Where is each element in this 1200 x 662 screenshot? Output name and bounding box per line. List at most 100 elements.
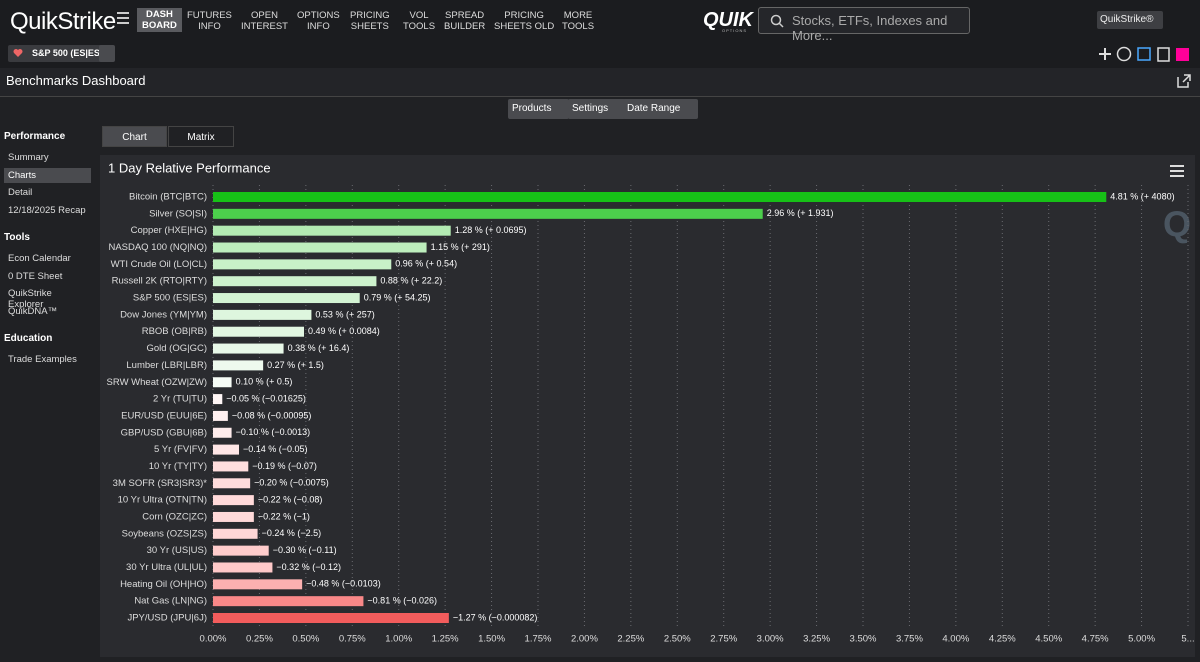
nav-item-line: OPEN (251, 10, 278, 21)
nav-item-line: TOOLS (562, 21, 595, 32)
nav-item-line: BUILDER (444, 21, 486, 32)
nav-item[interactable]: FUTURES INFO (187, 10, 232, 32)
data-label: −0.19 % (−0.07) (252, 461, 317, 471)
x-tick-label: 0.25% (246, 634, 273, 645)
logo[interactable]: QuikStrike (10, 8, 116, 35)
sidebar-heading: Education (4, 333, 53, 344)
y-tick-label: Corn (OZC|ZC) (142, 511, 207, 522)
bar (213, 511, 254, 522)
data-label: −0.48 % (−0.0103) (306, 579, 381, 589)
user-menu[interactable]: QuikStrike® (1097, 11, 1163, 29)
sidebar-item[interactable]: 0 DTE Sheet (8, 270, 63, 282)
bar (213, 562, 273, 573)
heart-icon (13, 49, 23, 57)
nav-item[interactable]: PRICING SHEETS (350, 10, 390, 32)
bar (213, 293, 360, 304)
sidebar-heading: Tools (4, 232, 30, 243)
y-tick-label: Soybeans (OZS|ZS) (122, 528, 207, 539)
toolbar-button[interactable]: Settings (568, 99, 627, 119)
data-label: −0.24 % (−2.5) (262, 528, 322, 538)
y-tick-label: Lumber (LBR|LBR) (126, 360, 207, 371)
nav-item-line: PRICING (350, 10, 390, 21)
data-label: −0.22 % (−1) (258, 511, 310, 521)
nav-item-line: DASH (145, 9, 173, 20)
bar (213, 360, 264, 371)
x-tick-label: 1.25% (432, 634, 459, 645)
sidebar-item[interactable]: Econ Calendar (8, 253, 71, 264)
nav-item[interactable]: PRICING SHEETS OLD (494, 10, 554, 32)
tab[interactable]: Chart (102, 126, 167, 147)
y-tick-label: Russell 2K (RTO|RTY) (112, 276, 207, 287)
product-bar (0, 42, 1200, 68)
y-tick-label: 2 Yr (TU|TU) (153, 394, 207, 405)
y-tick-label: Copper (HXE|HG) (131, 225, 207, 236)
bar (213, 242, 427, 253)
bar (213, 394, 223, 405)
x-tick-label: 0.75% (339, 634, 366, 645)
x-tick-label: 5.00% (1128, 634, 1155, 645)
data-label: 1.28 % (+ 0.0695) (455, 225, 527, 235)
nav-item-line: OPTIONS (297, 10, 340, 21)
bar (213, 495, 254, 506)
data-label: 0.49 % (+ 0.0084) (308, 326, 380, 336)
search-box[interactable]: Stocks, ETFs, Indexes and More... (758, 7, 970, 43)
chart-panel: 1 Day Relative Performance Q 0.00% 0.25% 0… (100, 155, 1195, 657)
product-selector[interactable]: S&P 500 (ES|ES) (8, 45, 109, 62)
nav-item[interactable]: DASH BOARD (137, 8, 182, 32)
sidebar-item[interactable]: Trade Examples (8, 354, 77, 365)
data-label: 0.27 % (+ 1.5) (267, 360, 324, 370)
sidebar-item[interactable]: QuikStrike Explorer (8, 288, 52, 310)
bar (213, 208, 763, 219)
y-tick-label: EUR/USD (EUU|6E) (121, 410, 207, 421)
nav-item-line: VOL (409, 10, 429, 21)
sidebar-item[interactable]: 12/18/2025 Recap (8, 204, 86, 216)
toolbar-button[interactable]: Products (508, 99, 570, 119)
toolbar-button[interactable]: Date Range (623, 99, 699, 119)
x-tick-label: 1.50% (478, 634, 505, 645)
nav-item-line: BOARD (142, 20, 177, 31)
data-label: 0.10 % (+ 0.5) (236, 377, 293, 387)
sidebar-item[interactable]: Charts (4, 167, 91, 183)
y-tick-label: Nat Gas (LN|NG) (134, 596, 207, 607)
x-tick-label: 2.50% (664, 634, 691, 645)
data-label: −0.08 % (−0.00095) (232, 410, 312, 420)
y-tick-label: Dow Jones (YM|YM) (120, 309, 207, 320)
y-tick-label: Gold (OG|GC) (146, 343, 207, 354)
nav-item-line: PRICING (504, 10, 544, 21)
nav-item[interactable]: VOL TOOLS (403, 10, 435, 32)
bar (213, 225, 451, 236)
sidebar-item[interactable]: Summary (8, 152, 49, 163)
y-tick-label: RBOB (OB|RB) (142, 326, 207, 337)
y-tick-label: 3M SOFR (SR3|SR3)* (113, 478, 208, 489)
y-tick-label: S&P 500 (ES|ES) (133, 293, 207, 304)
menu-button[interactable] (117, 12, 129, 24)
nav-item[interactable]: SPREAD BUILDER (444, 10, 485, 32)
x-tick-label: 2.25% (617, 634, 644, 645)
popout-icon[interactable] (1176, 73, 1192, 89)
x-tick-label: 4.00% (942, 634, 969, 645)
tool-icons (1099, 46, 1189, 62)
chart-menu[interactable] (1170, 165, 1184, 177)
y-tick-label: 10 Yr (TY|TY) (149, 461, 207, 472)
y-tick-label: JPY/USD (JPU|6J) (127, 613, 207, 624)
x-tick-label: 2.00% (571, 634, 598, 645)
nav-item[interactable]: OPTIONS INFO (297, 10, 340, 32)
sidebar-item[interactable]: QuikDNA™ (8, 305, 58, 317)
sidebar-heading: Performance (4, 131, 66, 142)
bar (213, 309, 312, 320)
nav-item-line: FUTURES (187, 10, 232, 21)
bar (213, 596, 364, 607)
bar (213, 478, 251, 489)
nav-item[interactable]: MORE TOOLS (562, 10, 594, 32)
bar (213, 192, 1107, 202)
page-header (0, 68, 1200, 97)
nav-item-line: SPREAD (445, 10, 485, 21)
sidebar-item[interactable]: Detail (8, 187, 33, 198)
product-dropdown[interactable] (99, 45, 115, 62)
bar (213, 377, 232, 388)
tab[interactable]: Matrix (168, 126, 234, 147)
nav-item[interactable]: OPEN INTEREST (241, 10, 288, 32)
data-label: −0.10 % (−0.0013) (236, 427, 311, 437)
bar (213, 427, 232, 438)
